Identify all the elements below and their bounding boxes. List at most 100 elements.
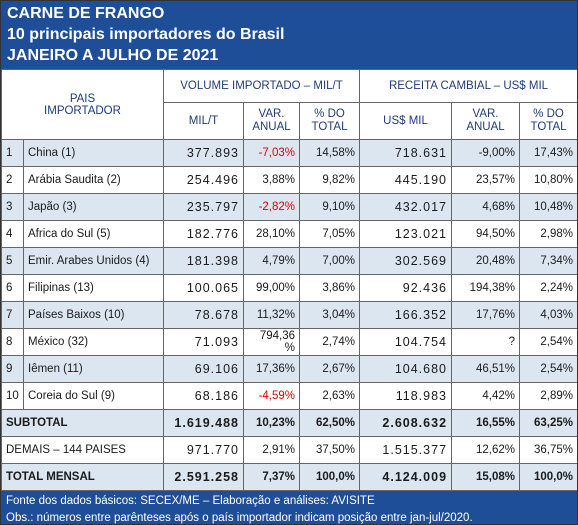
group-header: VOLUME IMPORTADO – MIL/T (162, 69, 361, 103)
cell: 1.619.488 (163, 409, 244, 437)
cell: 4,03% (519, 301, 577, 329)
title-line: JANEIRO A JULHO DE 2021 (7, 47, 219, 64)
cell: -2,82% (243, 193, 300, 221)
cell: 2,63% (298, 382, 361, 410)
cell: 8 (1, 328, 24, 356)
cell: 7 (1, 301, 24, 329)
cell: 1 (1, 139, 24, 167)
sub-header: MIL/T (163, 102, 244, 140)
table-row: 3 Japão (3) 235.797 -2,82% 9,10% 432.017 4,68%… (1, 193, 577, 221)
summary-label: DEMAIS – 144 PAISES (1, 436, 164, 464)
cell: 182.776 (163, 220, 244, 248)
cell: 68.186 (163, 382, 244, 410)
cell: -7,03% (243, 139, 300, 167)
country-cell: Países Baixos (10) (23, 301, 164, 329)
cell: 62,50% (298, 409, 361, 437)
cell: 432.017 (359, 193, 453, 221)
cell: 2 (1, 166, 24, 194)
cell: 3 (1, 193, 24, 221)
sub-header: VAR. ANUAL (451, 102, 521, 140)
cell: 10,48% (519, 193, 577, 221)
cell: 718.631 (359, 139, 453, 167)
cell: 10,23% (243, 409, 300, 437)
cell: 2,54% (519, 328, 577, 356)
cell: 100.065 (163, 274, 244, 302)
cell: 28,10% (243, 220, 300, 248)
group-header: RECEITA CAMBIAL – US$ MIL (359, 69, 577, 103)
cell: ? (451, 328, 521, 356)
cell: 36,75% (519, 436, 577, 464)
cell: 377.893 (163, 139, 244, 167)
cell: 2,67% (298, 355, 361, 383)
cell: 2,89% (519, 382, 577, 410)
cell: 3,04% (298, 301, 361, 329)
cell: -9,00% (451, 139, 521, 167)
cell: 123.021 (359, 220, 453, 248)
table-row: 4 Africa do Sul (5) 182.776 28,10% 7,05% 123.… (1, 220, 577, 248)
table-row: 10 Coreia do Sul (9) 68.186 -4,59% 2,63% 118.… (1, 382, 577, 410)
cell: 118.983 (359, 382, 453, 410)
cell: 7,37% (243, 463, 300, 491)
cell: 23,57% (451, 166, 521, 194)
table-row: 6 Filipinas (13) 100.065 99,00% 3,86% 92.436 1… (1, 274, 577, 302)
cell: 17,43% (519, 139, 577, 167)
sub-header: % DO TOTAL (519, 102, 577, 140)
country-cell: Filipinas (13) (23, 274, 164, 302)
cell: 3,88% (243, 166, 300, 194)
cell: 235.797 (163, 193, 244, 221)
cell: 9,10% (298, 193, 361, 221)
table-row: 9 Iêmen (11) 69.106 17,36% 2,67% 104.680 46,51… (1, 355, 577, 383)
cell: 166.352 (359, 301, 453, 329)
cell: 10,80% (519, 166, 577, 194)
cell: 9,82% (298, 166, 361, 194)
cell: 302.569 (359, 247, 453, 275)
country-header: PAIS IMPORTADOR (1, 69, 164, 140)
summary-label: SUBTOTAL (1, 409, 164, 437)
cell: 17,36% (243, 355, 300, 383)
cell: 99,00% (243, 274, 300, 302)
cell: 971.770 (163, 436, 244, 464)
cell: 2,54% (519, 355, 577, 383)
cell: 104.680 (359, 355, 453, 383)
cell: 4.124.009 (359, 463, 453, 491)
cell: 4 (1, 220, 24, 248)
sub-header: VAR. ANUAL (243, 102, 300, 140)
cell: 46,51% (451, 355, 521, 383)
cell: 2.608.632 (359, 409, 453, 437)
cell: 100,0% (519, 463, 577, 491)
cell: 254.496 (163, 166, 244, 194)
cell: 4,42% (451, 382, 521, 410)
cell: 10 (1, 382, 24, 410)
cell: 94,50% (451, 220, 521, 248)
cell: 794,36 % (243, 328, 300, 356)
cell: 17,76% (451, 301, 521, 329)
footer-line: Fonte dos dados básicos: SECEX/ME – Elab… (6, 495, 375, 507)
cell: 6 (1, 274, 24, 302)
title-band: CARNE DE FRANGO 10 principais importador… (1, 1, 577, 69)
cell: 78.678 (163, 301, 244, 329)
cell: 92.436 (359, 274, 453, 302)
cell: 2,74% (298, 328, 361, 356)
country-cell: Africa do Sul (5) (23, 220, 164, 248)
cell: 14,58% (298, 139, 361, 167)
country-cell: Iêmen (11) (23, 355, 164, 383)
cell: 2,91% (243, 436, 300, 464)
cell: 445.190 (359, 166, 453, 194)
country-cell: México (32) (23, 328, 164, 356)
table-row: 7 Países Baixos (10) 78.678 11,32% 3,04% 166.… (1, 301, 577, 329)
table-row: 2 Arábia Saudita (2) 254.496 3,88% 9,82% 445.… (1, 166, 577, 194)
cell: -4,59% (243, 382, 300, 410)
data-table: PAIS IMPORTADOR VOLUME IMPORTADO – MIL/T… (1, 69, 577, 491)
cell: 69.106 (163, 355, 244, 383)
cell: 5 (1, 247, 24, 275)
cell: 100,0% (298, 463, 361, 491)
cell: 7,05% (298, 220, 361, 248)
country-cell: Arábia Saudita (2) (23, 166, 164, 194)
summary-row: DEMAIS – 144 PAISES 971.770 2,91% 37,50% 1.5… (1, 436, 577, 464)
cell: 4,79% (243, 247, 300, 275)
cell: 3,86% (298, 274, 361, 302)
table-row: 5 Emir. Arabes Unidos (4) 181.398 4,79% 7,00… (1, 247, 577, 275)
cell: 63,25% (519, 409, 577, 437)
footer-line: Obs.: números entre parênteses após o pa… (6, 512, 473, 524)
cell: 12,62% (451, 436, 521, 464)
